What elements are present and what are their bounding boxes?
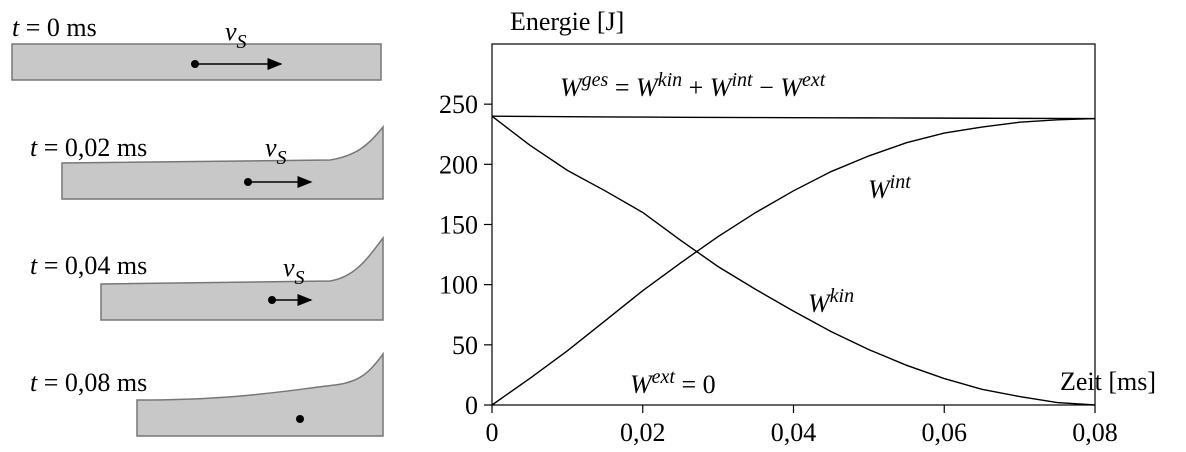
- annotation: Wkin: [808, 285, 854, 318]
- annotation-part: W: [868, 175, 892, 204]
- annotation-part: +: [682, 73, 710, 102]
- series-line: [492, 119, 1095, 405]
- annotation-part: = 0: [675, 370, 716, 399]
- x-tick-label: 0,06: [922, 418, 968, 447]
- annotation: Wint: [868, 171, 911, 204]
- series-line: [492, 116, 1095, 405]
- annotation-part: −: [753, 73, 781, 102]
- chart: Energie [J] Zeit [ms] 0 50 100 150 200 250 0 0,…: [439, 7, 1156, 447]
- annotation-part: ext: [652, 366, 676, 388]
- annotation-part: ges: [582, 69, 609, 91]
- y-tick-label: 250: [439, 90, 478, 119]
- annotation-part: W: [636, 73, 660, 102]
- annotation-part: kin: [658, 69, 682, 91]
- annotation-part: ext: [802, 69, 826, 91]
- y-tick-label: 50: [452, 331, 478, 360]
- y-axis-label: Energie [J]: [510, 7, 624, 36]
- x-tick-label: 0: [486, 418, 499, 447]
- y-tick-label: 0: [465, 391, 478, 420]
- series-line: [492, 116, 1095, 118]
- figure: t = 0 ms t = 0,02 ms t = 0,04 ms t = 0,0…: [0, 0, 1186, 452]
- y-tick-label: 200: [439, 150, 478, 179]
- x-tick-label: 0,08: [1072, 418, 1118, 447]
- time-label: t = 0,04 ms: [30, 251, 147, 280]
- annotation-part: W: [710, 73, 734, 102]
- snapshots: t = 0 ms t = 0,02 ms t = 0,04 ms t = 0,0…: [12, 13, 383, 436]
- time-label: t = 0,08 ms: [30, 368, 147, 397]
- annotation-part: W: [780, 73, 804, 102]
- x-tick-label: 0,02: [620, 418, 666, 447]
- x-tick-label: 0,04: [771, 418, 817, 447]
- annotation-part: kin: [830, 285, 854, 307]
- annotation: Wext = 0: [630, 366, 716, 399]
- time-label: t = 0,02 ms: [30, 133, 147, 162]
- annotation: Wges = Wkin + Wint − Wext: [560, 69, 826, 102]
- annotation-part: W: [808, 289, 832, 318]
- annotation-part: W: [560, 73, 584, 102]
- annotation-part: W: [630, 370, 654, 399]
- body-shape: [137, 354, 383, 436]
- annotation-part: =: [608, 73, 636, 102]
- annotation-part: int: [731, 69, 753, 91]
- time-label: t = 0 ms: [12, 13, 97, 42]
- y-tick-label: 150: [439, 211, 478, 240]
- y-tick-label: 100: [439, 271, 478, 300]
- annotation-part: int: [890, 171, 912, 193]
- center-dot: [296, 415, 304, 423]
- x-axis-label: Zeit [ms]: [1060, 367, 1156, 396]
